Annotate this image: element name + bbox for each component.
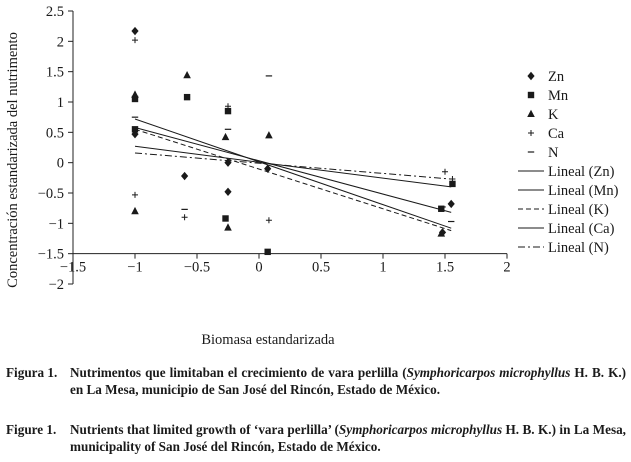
- point-mn: [264, 248, 271, 256]
- y-tick-label: 1.5: [46, 65, 64, 81]
- trendline-lineal-zn: [134, 118, 452, 229]
- y-tick-label: −0.5: [38, 186, 64, 202]
- y-tick-label: 1: [57, 95, 64, 111]
- y-tick-label: 0: [57, 156, 64, 172]
- caption-text-es: Nutrimentos que limitaban el crecimiento…: [70, 365, 627, 397]
- point-ca: [449, 176, 456, 183]
- y-tick-label: −2: [49, 277, 64, 293]
- point-k: [265, 131, 273, 139]
- x-tick-label: 1.5: [436, 260, 454, 276]
- legend: Zn Mn K Ca N Lineal (Zn) Lineal (Mn) Lineal (K)…: [518, 69, 619, 256]
- point-ca: [132, 37, 138, 44]
- legend-marker-ca: [528, 130, 534, 136]
- legend-label-trendline: Lineal (K): [548, 202, 609, 218]
- point-ca: [181, 214, 188, 221]
- point-mn: [131, 126, 139, 133]
- point-zn: [224, 158, 232, 167]
- caption-text-en: Nutrients that limited growth of ‘vara p…: [70, 422, 626, 454]
- legend-label-zn: Zn: [548, 69, 565, 85]
- legend-marker-k: [527, 109, 535, 117]
- figure-caption-english: Figure 1. Nutrients that limited growth …: [6, 421, 626, 455]
- x-tick-label: 0: [255, 260, 262, 276]
- point-mn: [449, 180, 456, 188]
- x-axis-label: Biomasa estandarizada: [201, 332, 335, 348]
- legend-marker-mn: [527, 91, 535, 99]
- chart: −2−1.5−1−0.500.511.522.5−1.5 −1 −0.5 0 0.5 1 1…: [5, 4, 619, 348]
- y-tick-label: 0.5: [46, 125, 64, 141]
- trendlines: [134, 118, 452, 232]
- legend-label-n: N: [548, 145, 559, 161]
- point-k: [131, 90, 139, 98]
- legend-label-trendline: Lineal (N): [548, 240, 609, 256]
- y-tick-label: −1: [49, 216, 64, 232]
- point-zn: [264, 164, 272, 173]
- point-k: [221, 132, 230, 141]
- point-ca: [132, 191, 138, 198]
- legend-label-trendline: Lineal (Ca): [548, 221, 615, 237]
- caption-number-en: Figure 1.: [6, 422, 57, 437]
- point-zn: [447, 199, 455, 209]
- legend-marker-zn: [527, 71, 535, 81]
- trendline-lineal-ca: [134, 126, 452, 213]
- point-k: [183, 71, 191, 79]
- point-mn: [222, 215, 229, 222]
- y-tick-label: 2.5: [46, 4, 64, 20]
- trendline-lineal-k: [134, 128, 452, 232]
- x-tick-label: −0.5: [184, 260, 210, 276]
- point-ca: [442, 168, 448, 175]
- caption-number-es: Figura 1.: [6, 365, 58, 380]
- point-mn: [131, 95, 139, 103]
- y-tick-label: −1.5: [38, 247, 64, 263]
- x-tick-label: −1.5: [60, 260, 86, 276]
- y-axis-label: Concentración estandarizada del nutrimen…: [5, 32, 21, 288]
- point-mn: [183, 93, 191, 101]
- legend-label-trendline: Lineal (Zn): [548, 164, 615, 180]
- point-k: [224, 223, 232, 231]
- point-zn: [224, 187, 232, 196]
- y-tick-label: 2: [57, 34, 64, 50]
- legend-label-k: K: [548, 107, 559, 123]
- axes: −2−1.5−1−0.500.511.522.5−1.5 −1 −0.5 0 0.5 1 1…: [38, 4, 511, 293]
- point-k: [131, 206, 139, 215]
- figure-caption-spanish: Figura 1. Nutrimentos que limitaban el c…: [6, 364, 626, 398]
- point-k: [437, 229, 446, 237]
- x-tick-label: 1: [379, 260, 386, 276]
- legend-label-ca: Ca: [548, 126, 565, 142]
- point-ca: [265, 217, 272, 224]
- point-zn: [131, 26, 139, 36]
- x-tick-label: 0.5: [312, 260, 330, 276]
- x-tick-label: 2: [503, 260, 510, 276]
- x-tick-label: −1: [127, 260, 142, 276]
- point-ca: [225, 103, 231, 110]
- trendline-lineal-mn: [134, 145, 452, 188]
- point-mn: [438, 205, 445, 212]
- legend-label-trendline: Lineal (Mn): [548, 183, 619, 199]
- data-points: [131, 26, 456, 256]
- point-zn: [181, 171, 189, 181]
- legend-label-mn: Mn: [548, 88, 569, 104]
- point-mn: [224, 107, 232, 115]
